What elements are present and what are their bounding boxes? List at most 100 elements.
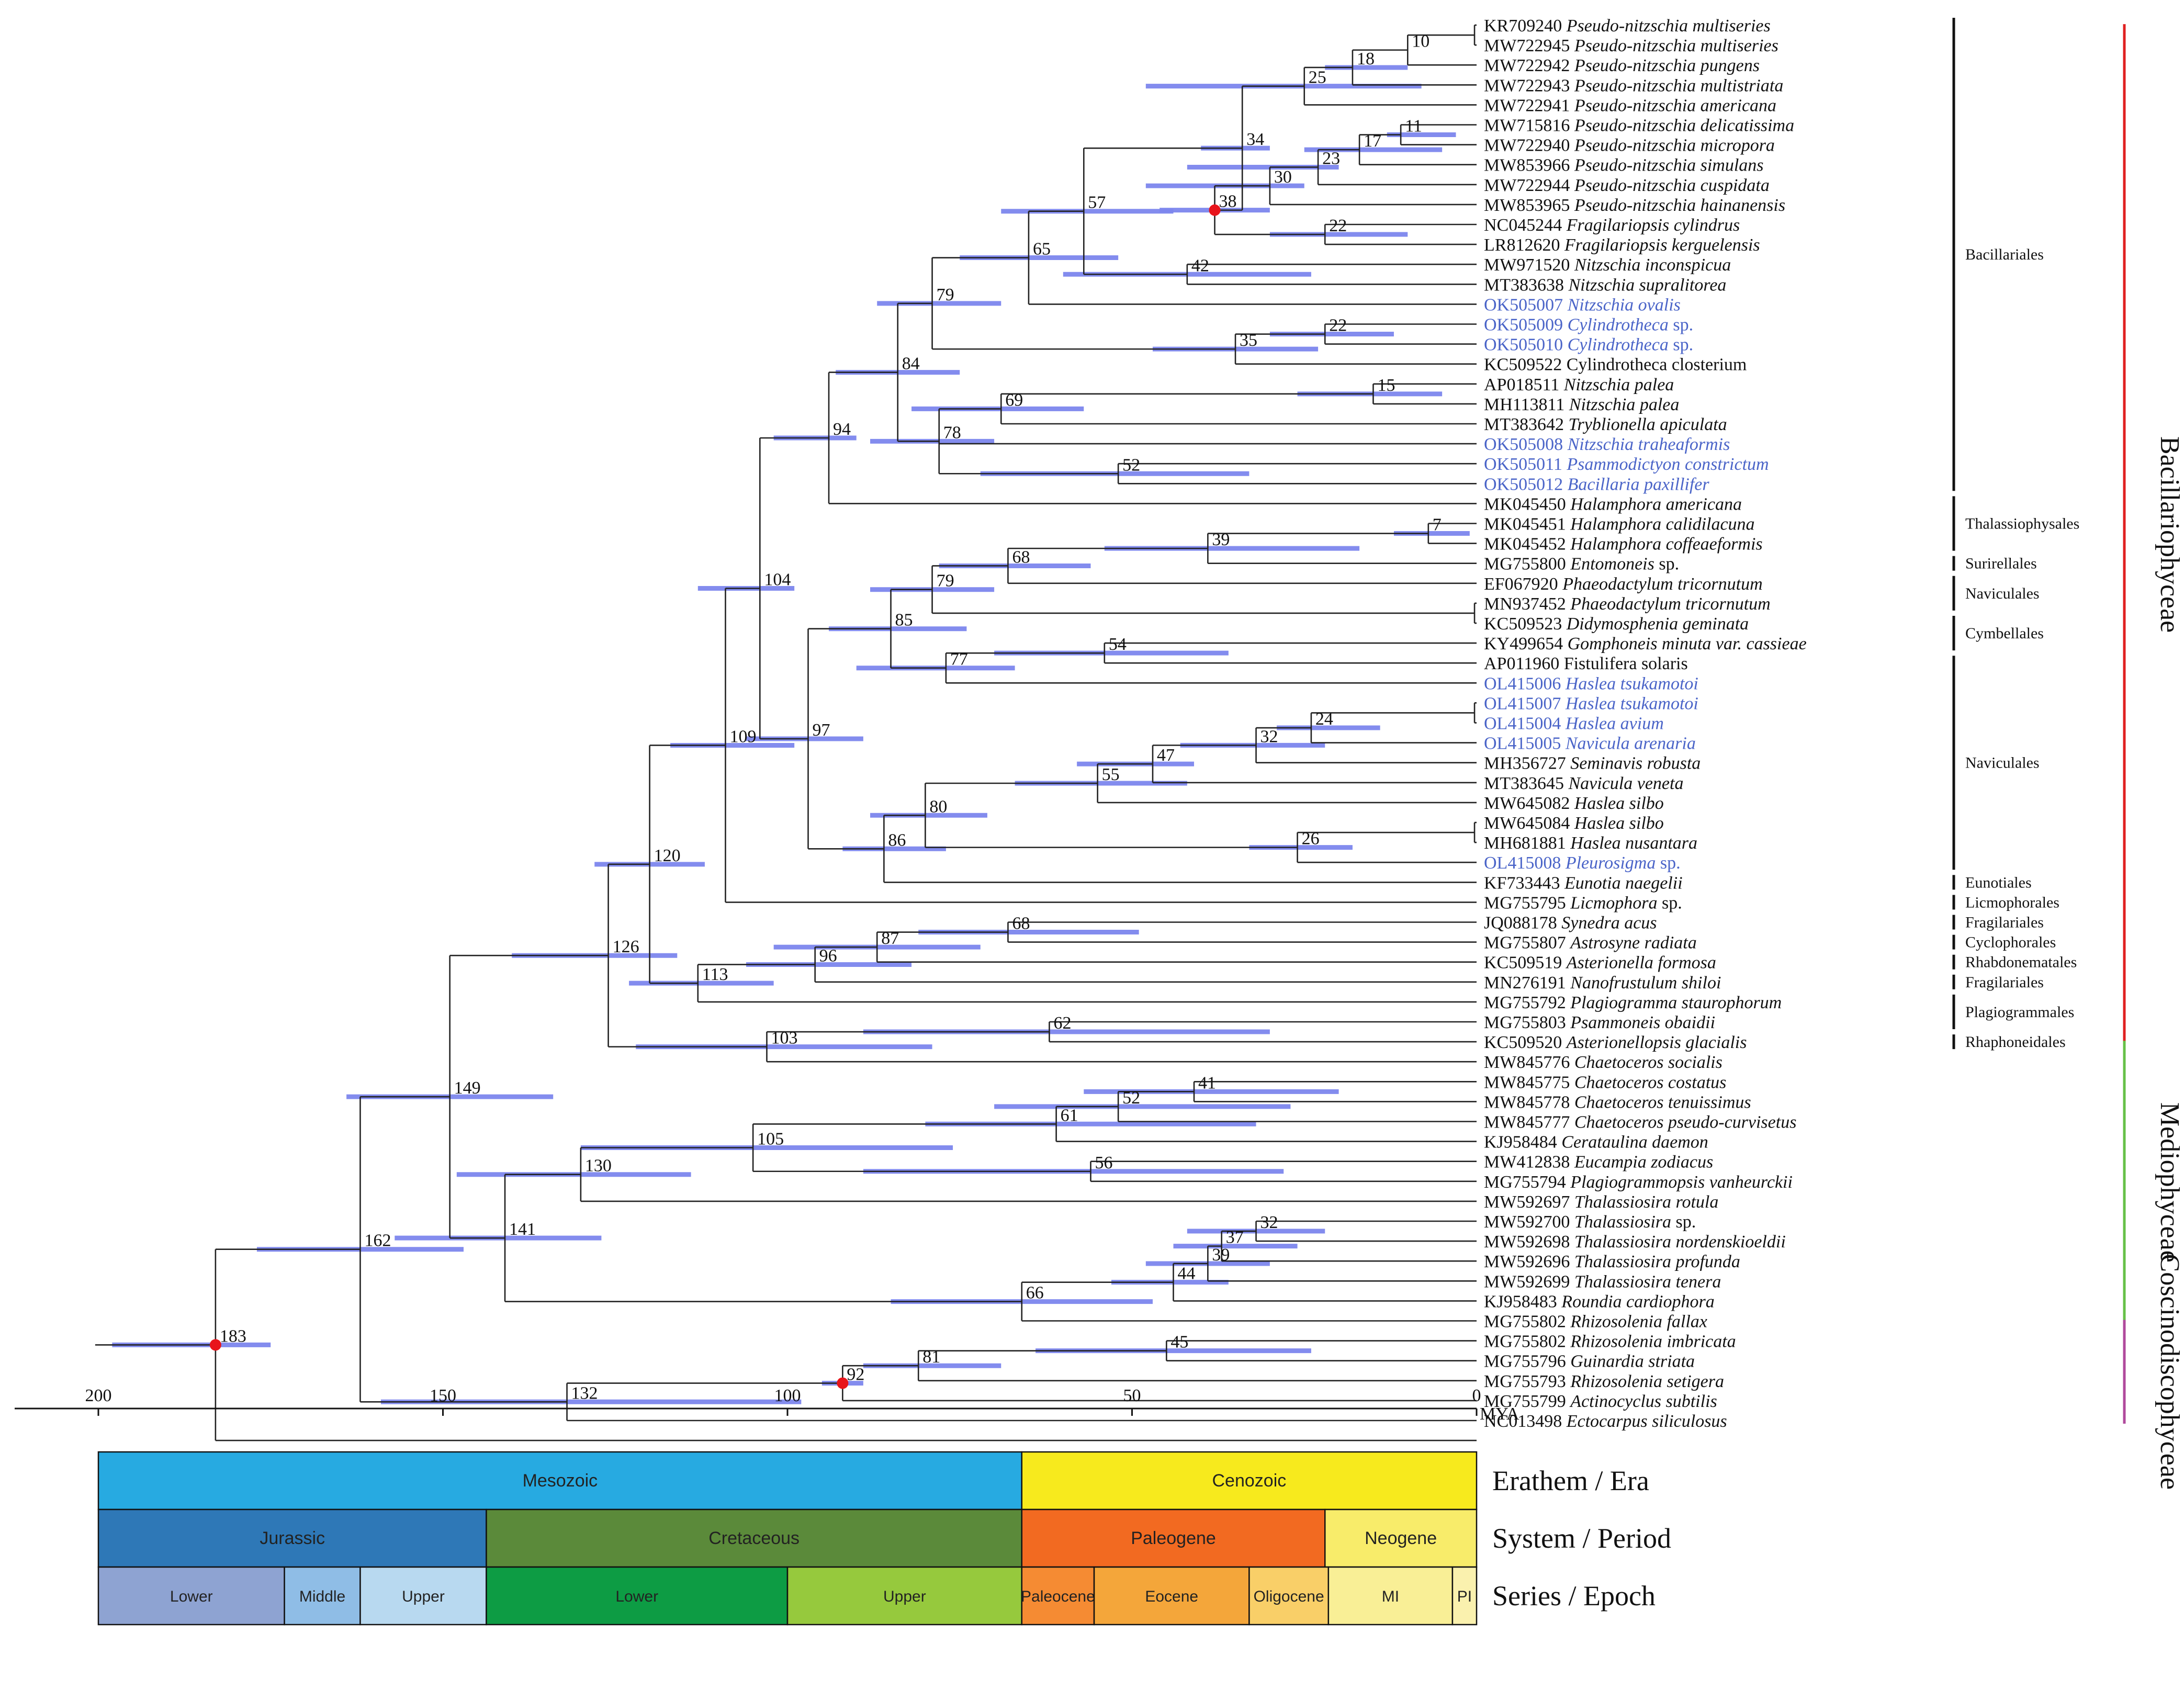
tip-species: Halamphora coffeaeformis	[1570, 535, 1762, 554]
timescale-unit	[786, 1566, 1023, 1626]
class-label: Bacillariophyceae	[2155, 436, 2184, 633]
tip-label: KJ958483 Roundia cardiophora	[1484, 1292, 1715, 1311]
tip-species: Navicula arenaria	[1565, 734, 1696, 753]
timescale-unit-label: Upper	[402, 1588, 445, 1605]
node-age-label: 68	[1012, 547, 1030, 567]
tip-species: Thalassiosira nordenskioeldii	[1574, 1232, 1786, 1252]
node-age-label: 45	[1170, 1333, 1188, 1352]
timescale-unit-label: Upper	[883, 1588, 926, 1605]
tip-accession: KC509522	[1484, 355, 1567, 375]
tip-accession: MN276191	[1484, 973, 1570, 993]
tip-label: OL415004 Haslea avium	[1484, 714, 1664, 734]
tip-accession: MW845778	[1484, 1092, 1574, 1112]
timescale-unit	[1451, 1566, 1478, 1626]
calibration-point-icon	[837, 1377, 849, 1389]
node-age-label: 15	[1377, 376, 1395, 395]
tip-accession: LR812620	[1484, 235, 1564, 255]
tip-species: Psammodictyon constrictum	[1566, 455, 1769, 474]
tip-species: Halamphora americana	[1570, 494, 1742, 514]
tip-species: Chaetoceros costatus	[1574, 1073, 1727, 1092]
node-age-label: 54	[1109, 635, 1127, 654]
tip-label: KC509522 Cylindrotheca closterium	[1484, 355, 1747, 375]
tip-suffix: sp.	[1654, 555, 1679, 574]
tip-accession: OK505008	[1484, 435, 1568, 454]
tip-accession: MW592700	[1484, 1212, 1574, 1232]
node-age-label: 80	[929, 797, 947, 816]
tip-label: MW722940 Pseudo-nitzschia micropora	[1484, 136, 1775, 155]
timescale-unit-label: Oligocene	[1254, 1588, 1324, 1605]
tip-label: OK505009 Cylindrotheca sp.	[1484, 316, 1693, 335]
order-label: Fragilariales	[1965, 914, 2044, 931]
tip-species: Haslea nusantara	[1570, 833, 1697, 853]
tip-accession: MW645082	[1484, 794, 1574, 813]
tip-species: Thalassiosira profunda	[1574, 1252, 1740, 1271]
tip-accession: MG755795	[1484, 893, 1570, 912]
tip-label-layer: KR709240 Pseudo-nitzschia multiseriesMW7…	[1484, 16, 1807, 1431]
tip-label: MW853965 Pseudo-nitzschia hainanensis	[1484, 196, 1785, 215]
tip-label: MG755795 Licmophora sp.	[1484, 893, 1682, 912]
tip-accession: JQ088178	[1484, 914, 1561, 933]
tip-species: Halamphora calidilacuna	[1570, 515, 1754, 534]
class-bracket-layer: Bacillariophyceae MediophyceaeCoscinodisc…	[2123, 24, 2184, 1490]
node-age-label: 92	[847, 1365, 864, 1384]
tip-species: Astrosyne radiata	[1569, 933, 1696, 953]
timescale-unit-label: PI	[1457, 1588, 1472, 1605]
node-age-label: 41	[1198, 1073, 1216, 1092]
node-age-label: 141	[509, 1220, 536, 1239]
tip-label: MH113811 Nitzschia palea	[1484, 395, 1679, 414]
tip-species: Thalassiosira	[1574, 1212, 1671, 1232]
tip-label: KF733443 Eunotia naegelii	[1484, 873, 1683, 893]
tip-accession: KY499654	[1484, 634, 1568, 654]
timescale-unit-label: Lower	[615, 1588, 658, 1605]
calibration-point-icon	[1209, 204, 1221, 216]
tip-label: MN276191 Nanofrustulum shiloi	[1484, 973, 1721, 993]
tip-accession: MW971520	[1484, 255, 1574, 275]
node-age-label: 39	[1212, 530, 1230, 549]
tip-species: Haslea avium	[1565, 714, 1664, 734]
tip-accession: MW715816	[1484, 116, 1574, 136]
tip-accession: MW845777	[1484, 1113, 1574, 1132]
node-age-label: 120	[654, 846, 681, 865]
tip-label: OL415007 Haslea tsukamotoi	[1484, 694, 1698, 713]
tip-accession: KR709240	[1484, 16, 1567, 36]
node-age-label: 105	[757, 1130, 784, 1149]
tip-species: Asterionella formosa	[1566, 953, 1716, 973]
timescale-row-label: Series / Epoch	[1492, 1580, 1656, 1612]
tip-label: MH356727 Seminavis robusta	[1484, 754, 1701, 773]
tip-species: Pseudo-nitzschia delicatissima	[1574, 116, 1794, 136]
node-age-label: 52	[1122, 1088, 1140, 1108]
timescale-row-label: System / Period	[1492, 1523, 1671, 1554]
tip-label: MN937452 Phaeodactylum tricornutum	[1484, 594, 1771, 614]
tip-label: MW715816 Pseudo-nitzschia delicatissima	[1484, 116, 1794, 136]
tip-accession: MG755799	[1484, 1392, 1570, 1411]
tip-label: MW971520 Nitzschia inconspicua	[1484, 255, 1731, 275]
tip-suffix: sp.	[1669, 335, 1693, 355]
tip-species: Fistulifera solaris	[1564, 654, 1688, 673]
node-age-label: 87	[881, 929, 899, 948]
node-age-label: 85	[895, 611, 913, 630]
node-age-label: 149	[454, 1078, 481, 1098]
tip-accession: KJ958484	[1484, 1133, 1561, 1152]
tip-accession: MW412838	[1484, 1153, 1574, 1172]
node-age-label: 24	[1315, 709, 1333, 729]
tip-accession: KF733443	[1484, 873, 1564, 893]
tip-accession: KC509519	[1484, 953, 1567, 973]
node-age-label: 38	[1219, 192, 1237, 211]
tip-species: Pleurosigma	[1565, 853, 1656, 873]
class-label: Coscinodiscophyceae	[2155, 1254, 2184, 1490]
tip-accession: MN937452	[1484, 594, 1570, 614]
tip-accession: MW722943	[1484, 76, 1574, 95]
tip-accession: OK505012	[1484, 475, 1568, 494]
tip-label: OK505011 Psammodictyon constrictum	[1484, 455, 1769, 474]
order-label: Licmophorales	[1965, 894, 2059, 911]
node-age-label: 7	[1433, 515, 1442, 535]
tip-species: Eunotia naegelii	[1564, 873, 1683, 893]
tip-species: Psammoneis obaidii	[1570, 1013, 1715, 1032]
tip-label: OK505008 Nitzschia traheaformis	[1484, 435, 1730, 454]
axis-tick-label: 200	[85, 1386, 112, 1405]
tip-suffix: sp.	[1658, 893, 1682, 912]
tip-label: MG755803 Psammoneis obaidii	[1484, 1013, 1715, 1032]
tip-species: Cylindrotheca	[1568, 316, 1669, 335]
axis-tick-label: 150	[430, 1386, 456, 1405]
